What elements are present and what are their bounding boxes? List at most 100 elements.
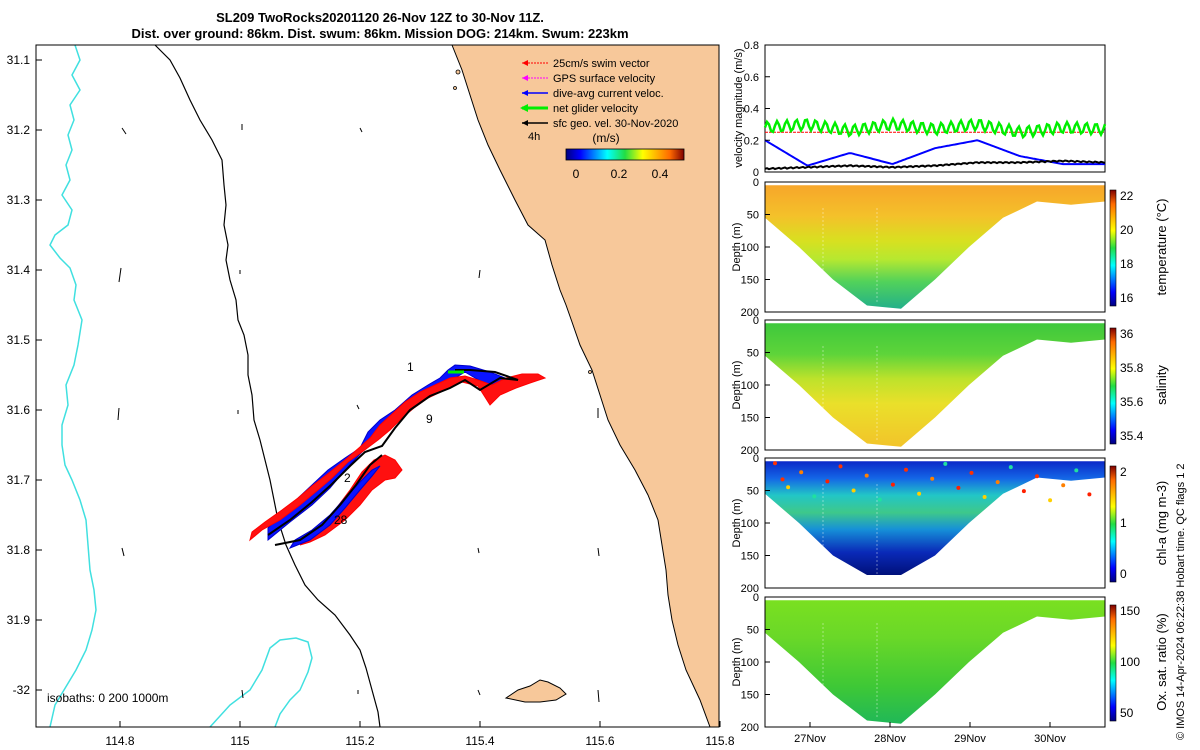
chl-dot bbox=[799, 470, 804, 475]
land-mass bbox=[451, 44, 720, 728]
map-y-tick-label: 31.6 bbox=[7, 403, 31, 417]
colorbar-tick-label: 16 bbox=[1120, 291, 1134, 305]
colorbar-tick-label: 1 bbox=[1120, 516, 1127, 530]
depth-tick-label: 100 bbox=[741, 657, 759, 669]
depth-tick-label: 150 bbox=[741, 275, 759, 287]
depth-tick-label: 150 bbox=[741, 413, 759, 425]
isobath-200m bbox=[154, 44, 381, 728]
colorbar-label: chl-a (mg m-3) bbox=[1154, 481, 1169, 566]
depth-tick-label: 100 bbox=[741, 518, 759, 530]
map-x-tick-label: 115.2 bbox=[345, 734, 374, 748]
chl-dot bbox=[917, 491, 922, 496]
chl-dot bbox=[1074, 468, 1079, 473]
legend-arrowhead bbox=[520, 104, 528, 112]
depth-tick-label: 100 bbox=[741, 242, 759, 254]
depth-tick-label: 50 bbox=[747, 210, 759, 222]
map-axis-ticks: 114.8 115 115.2 115.4 115.6 115.8 31.1 31.2 31.3… bbox=[7, 53, 735, 748]
colorbar-tick: 0.2 bbox=[611, 167, 628, 181]
map-x-tick-label: 115.6 bbox=[585, 734, 614, 748]
track-day-label: 9 bbox=[426, 412, 433, 426]
map-y-tick-label: 31.7 bbox=[7, 473, 31, 487]
legend-arrowhead bbox=[522, 75, 528, 81]
depth-tick-label: 150 bbox=[741, 690, 759, 702]
chl-dot bbox=[956, 485, 961, 490]
dive-avg-current-return bbox=[288, 465, 381, 550]
colorbar-tick-label: 22 bbox=[1120, 189, 1134, 203]
chl-dot bbox=[995, 480, 1000, 485]
chl-dot bbox=[877, 497, 882, 502]
islet bbox=[588, 370, 592, 374]
legend-arrowhead bbox=[522, 120, 528, 126]
colorbar-tick-label: 35.8 bbox=[1120, 361, 1144, 375]
chl-dot bbox=[1061, 483, 1066, 488]
colorbar-label: salinity bbox=[1154, 365, 1169, 405]
map-y-tick-label: 31.4 bbox=[7, 263, 31, 277]
chl-dot bbox=[825, 479, 830, 484]
section-ylabel: Depth (m) bbox=[731, 361, 743, 410]
colorbar-tick: 0.4 bbox=[652, 167, 669, 181]
map-x-tick-label: 115.4 bbox=[465, 734, 494, 748]
velocity-y-tick-label: 0 bbox=[753, 167, 759, 179]
track-day-label: 28 bbox=[334, 513, 348, 527]
chart-title-line1: SL209 TwoRocks20201120 26-Nov 12Z to 30-… bbox=[216, 10, 544, 25]
section-ylabel: Depth (m) bbox=[731, 223, 743, 272]
map-y-tick-label: 31.1 bbox=[7, 53, 31, 67]
swim-vector-band bbox=[249, 373, 547, 542]
section-ylabel: Depth (m) bbox=[731, 499, 743, 548]
colorbar-tick-label: 36 bbox=[1120, 327, 1134, 341]
map-y-tick-label: 31.9 bbox=[7, 613, 31, 627]
map-x-tick-label: 115 bbox=[230, 734, 249, 748]
chl-dot bbox=[1035, 474, 1039, 479]
depth-tick-label: 200 bbox=[741, 445, 759, 457]
section-colorbar bbox=[1109, 465, 1117, 583]
section-colorbar bbox=[1109, 327, 1117, 445]
depth-tick-label: 50 bbox=[747, 486, 759, 498]
colorbar-tick-label: 20 bbox=[1120, 223, 1134, 237]
footer-note: © IMOS 14-Apr-2024 06:22:38 Hobart time.… bbox=[1175, 463, 1187, 740]
colorbar-tick-label: 35.4 bbox=[1120, 429, 1144, 443]
chl-dot bbox=[904, 467, 908, 472]
depth-tick-label: 200 bbox=[741, 722, 759, 734]
legend-label: dive-avg current veloc. bbox=[553, 88, 664, 100]
map-panel: 1 9 2 28 25cm/s swim vector GPS surface … bbox=[7, 44, 735, 748]
map-x-tick-label: 115.8 bbox=[705, 734, 734, 748]
section-colorbar bbox=[1109, 189, 1117, 307]
map-x-tick-label: 114.8 bbox=[105, 734, 134, 748]
depth-tick-label: 200 bbox=[741, 583, 759, 595]
time-label: 4h bbox=[528, 131, 540, 143]
legend-arrowhead bbox=[522, 90, 528, 96]
isobath-1000m bbox=[49, 44, 97, 728]
map-frame bbox=[35, 44, 720, 728]
isobath-1000m-loop bbox=[209, 637, 313, 728]
chl-dot bbox=[838, 464, 843, 469]
legend-label: GPS surface velocity bbox=[553, 73, 656, 85]
depth-tick-label: 100 bbox=[741, 380, 759, 392]
depth-tick-label: 150 bbox=[741, 551, 759, 563]
chl-dot bbox=[1008, 465, 1013, 470]
velocity-axis-ticks: 0 0.2 0.4 0.6 0.8 bbox=[744, 40, 770, 179]
chl-dot bbox=[943, 461, 948, 466]
chl-dot bbox=[930, 476, 935, 481]
chl-dot bbox=[812, 494, 817, 499]
map-y-tick-label: 31.2 bbox=[7, 123, 31, 137]
legend-label: sfc geo. vel. 30-Nov-2020 bbox=[553, 118, 678, 130]
colorbar-tick-label: 18 bbox=[1120, 257, 1134, 271]
isobaths-label: isobaths: 0 200 1000m bbox=[47, 691, 168, 705]
glider-path-line bbox=[267, 369, 519, 536]
section-panel: 0 50 100 150 200 Depth (m) 150 100 50 Ox. sat. ra… bbox=[731, 592, 1169, 734]
depth-tick-label: 0 bbox=[753, 315, 759, 327]
time-tick-label: 29Nov bbox=[954, 733, 986, 745]
chl-dot bbox=[864, 473, 869, 478]
chart-title-line2: Dist. over ground: 86km. Dist. swum: 86k… bbox=[131, 26, 629, 41]
colorbar-tick-label: 35.6 bbox=[1120, 395, 1144, 409]
glider-track bbox=[249, 364, 547, 550]
section-ylabel: Depth (m) bbox=[731, 638, 743, 687]
time-tick-label: 28Nov bbox=[874, 733, 906, 745]
section-field bbox=[765, 323, 1105, 447]
map-legend: 25cm/s swim vector GPS surface velocity … bbox=[520, 58, 685, 181]
depth-tick-label: 0 bbox=[753, 177, 759, 189]
speed-colorbar bbox=[565, 148, 685, 161]
section-panel: 0 50 100 150 200 Depth (m) 2 1 0 chl-a (mg m-3) bbox=[731, 453, 1169, 595]
depth-tick-label: 0 bbox=[753, 453, 759, 465]
